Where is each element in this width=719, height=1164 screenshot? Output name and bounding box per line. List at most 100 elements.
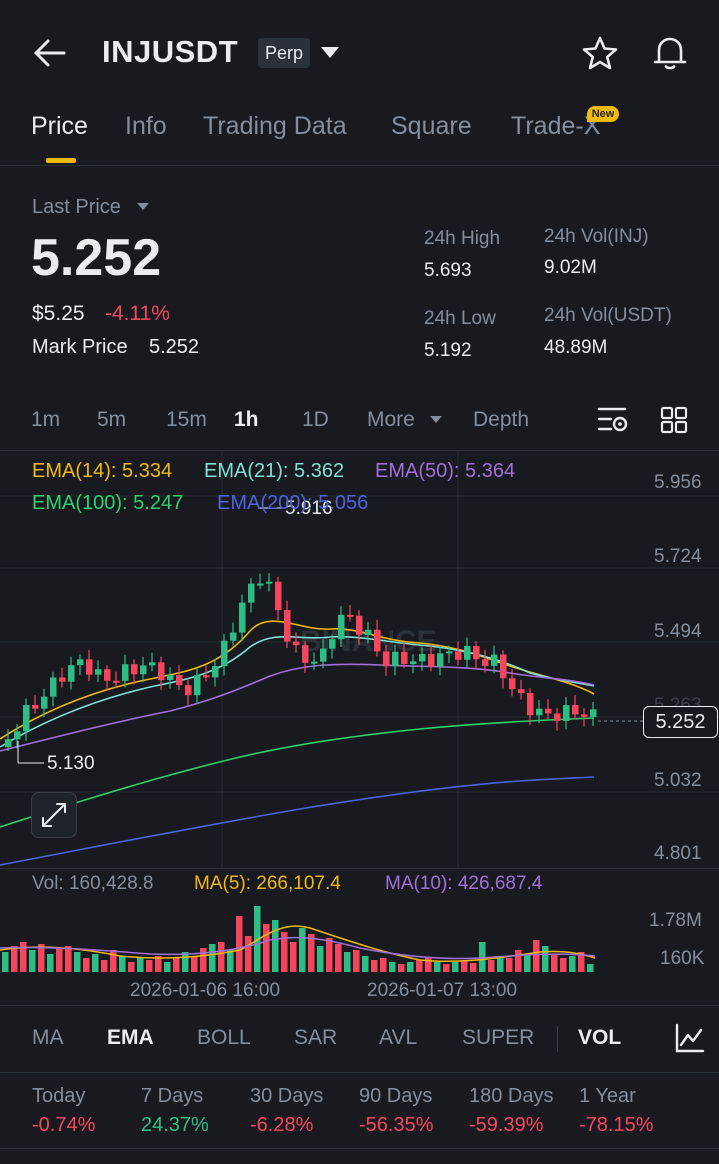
candle-body [221,640,228,667]
volume-bar [182,952,189,972]
volume-bar [434,962,441,972]
interval-1h[interactable]: 1h [234,408,259,431]
candle-body [41,696,48,709]
high-label: 24h High [424,228,501,249]
indicator-boll[interactable]: BOLL [197,1026,251,1049]
tab-price[interactable]: Price [31,112,88,140]
volume-bar [380,958,387,972]
candle-body [302,645,309,663]
candlestick-chart[interactable]: BINANCE 5.130 5.916 [0,451,719,868]
candle-body [5,739,12,747]
candle-body [329,639,336,649]
volume-bar [38,944,45,972]
grid-layout-icon[interactable] [660,406,688,434]
tab-trading-data[interactable]: Trading Data [203,112,347,140]
perf-value-30d: -6.28% [250,1114,314,1136]
volume-bar [281,932,288,972]
indicator-super[interactable]: SUPER [462,1026,535,1049]
fullscreen-button[interactable] [31,792,77,838]
contract-type-badge: Perp [258,38,310,68]
volume-bar [155,956,162,972]
interval-depth[interactable]: Depth [473,408,530,431]
volume-bar [497,956,504,972]
indicator-settings-icon[interactable] [674,1022,706,1054]
usd-value: $5.25 [32,302,85,325]
chart-settings-icon[interactable] [597,405,629,435]
indicator-ema[interactable]: EMA [107,1026,154,1049]
interval-more[interactable]: More [367,408,415,431]
perf-label-7d: 7 Days [141,1085,204,1107]
volume-bar [587,964,594,972]
candle-body [149,662,156,666]
volume-bar [83,958,90,972]
y-axis-label: 5.494 [654,621,702,642]
candle-body [455,651,462,660]
high-marker: 5.916 [285,498,333,519]
tab-trade-x[interactable]: Trade-X [511,112,601,140]
tab-square[interactable]: Square [391,112,472,140]
candles [5,573,597,751]
volume-bar [425,958,432,972]
volume-bar [173,958,180,972]
perf-value-1y: -78.15% [579,1114,654,1136]
volume-bar [470,963,477,972]
bell-icon[interactable] [652,35,688,71]
volume-bar [353,950,360,972]
perf-value-180d: -59.39% [469,1114,544,1136]
candle-body [77,659,84,666]
candle-body [104,669,111,681]
vol-inj-value: 9.02M [544,257,597,278]
volume-bar [263,924,270,972]
interval-15m[interactable]: 15m [166,408,207,431]
volume-bar [524,954,531,972]
volume-bar [461,960,468,972]
volume-bar [479,942,486,972]
candle-body [59,677,66,682]
back-arrow-icon[interactable] [32,38,66,68]
volume-bar [209,944,216,972]
candle-body [113,680,120,683]
tab-info[interactable]: Info [125,112,167,140]
interval-1m[interactable]: 1m [31,408,61,431]
new-badge: New [587,106,619,122]
volume-bar [389,962,396,972]
interval-5m[interactable]: 5m [97,408,127,431]
volume-bar [308,934,315,972]
candle-body [131,664,138,675]
indicator-separator [557,1026,558,1052]
high-value: 5.693 [424,260,472,281]
candle-body [545,708,552,714]
candle-body [392,651,399,667]
volume-bar [317,946,324,972]
y-axis-label: 5.956 [654,472,702,493]
more-caret-icon[interactable] [429,415,443,425]
y-axis-label: 4.801 [654,843,702,864]
volume-bar [245,936,252,972]
interval-1d[interactable]: 1D [302,408,329,431]
dropdown-caret-icon[interactable] [320,46,340,60]
star-icon[interactable] [582,36,618,70]
symbol-title[interactable]: INJUSDT [102,34,239,69]
candle-body [23,705,30,732]
candle-body [32,705,39,709]
volume-bar [164,962,171,972]
indicator-vol[interactable]: VOL [578,1026,622,1049]
candle-body [437,653,444,667]
candle-body [581,714,588,717]
volume-bar [47,954,54,972]
candle-body [410,661,417,665]
volume-bar [443,964,450,972]
candle-body [509,678,516,690]
indicator-sar[interactable]: SAR [294,1026,338,1049]
volume-bar [272,920,279,972]
expand-icon [42,803,66,827]
vol-legend: Vol: 160,428.8 [32,873,154,894]
candle-body [365,629,372,635]
volume-divider [0,868,719,869]
candle-body [140,665,147,675]
last-price-label[interactable]: Last Price [32,196,121,218]
indicator-avl[interactable]: AVL [379,1026,418,1049]
last-price-caret-icon[interactable] [136,202,150,212]
candle-body [230,632,237,641]
indicator-ma[interactable]: MA [32,1026,64,1049]
